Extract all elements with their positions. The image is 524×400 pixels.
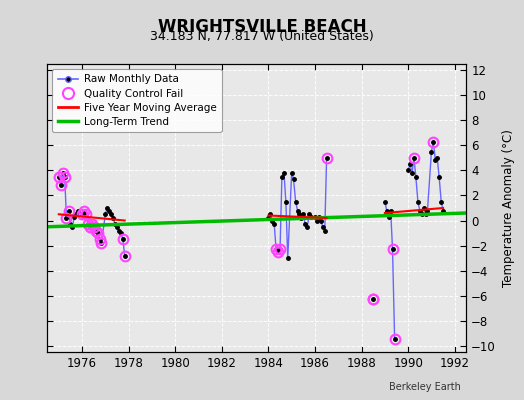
Y-axis label: Temperature Anomaly (°C): Temperature Anomaly (°C) [501,129,515,287]
Text: 34.183 N, 77.817 W (United States): 34.183 N, 77.817 W (United States) [150,30,374,43]
Text: WRIGHTSVILLE BEACH: WRIGHTSVILLE BEACH [158,18,366,36]
Legend: Raw Monthly Data, Quality Control Fail, Five Year Moving Average, Long-Term Tren: Raw Monthly Data, Quality Control Fail, … [52,69,222,132]
Text: Berkeley Earth: Berkeley Earth [389,382,461,392]
